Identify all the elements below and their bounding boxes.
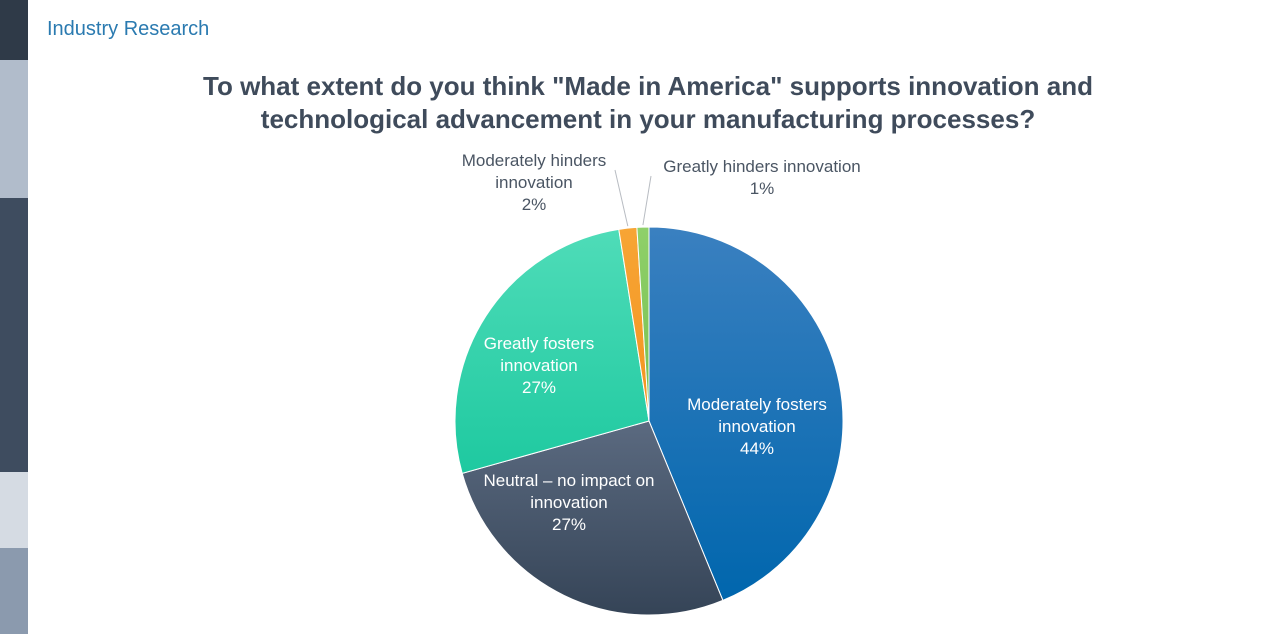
slice-label-text: Moderately fosters [687, 395, 827, 414]
slice-label-greatly-hinders: Greatly hinders innovation 1% [612, 156, 912, 200]
slice-label-text: Greatly hinders innovation [663, 157, 861, 176]
slice-label-moderately-hinders: Moderately hinders innovation 2% [384, 150, 684, 216]
section-label: Industry Research [47, 18, 210, 40]
slice-label-text: Greatly fosters [483, 334, 595, 353]
pie-slice-greatly-hinders [636, 226, 650, 422]
sidebar-accent-bar [0, 0, 28, 634]
leader-line-moderately-hinders [614, 169, 629, 227]
slice-label-text: innovation [500, 356, 578, 375]
leader-lines [614, 169, 652, 227]
slice-percent: 44% [739, 439, 775, 458]
chart-title: To what extent do you think "Made in Ame… [148, 70, 1148, 136]
slice-percent: 1% [749, 179, 775, 198]
slice-percent: 2% [521, 195, 547, 214]
pie-slice-moderately-fosters [648, 226, 844, 602]
slice-label-text: Moderately hinders [461, 151, 607, 170]
chart-title-line: To what extent do you think "Made in Ame… [203, 71, 1093, 101]
slice-label-neutral: Neutral – no impact on innovation 27% [419, 470, 719, 536]
sidebar-segment [0, 60, 28, 198]
slice-label-text: innovation [530, 493, 608, 512]
leader-line-greatly-hinders [642, 175, 652, 226]
sidebar-segment [0, 0, 28, 60]
chart-title-line: technological advancement in your manufa… [260, 104, 1036, 134]
sidebar-segment [0, 198, 28, 472]
sidebar-segment [0, 548, 28, 634]
slice-label-text: Neutral – no impact on [483, 471, 655, 490]
slice-percent: 27% [551, 515, 587, 534]
slice-label-moderately-fosters: Moderately fosters innovation 44% [607, 394, 907, 460]
sidebar-segment [0, 472, 28, 548]
pie-slice-neutral [461, 420, 724, 616]
pie-slices [454, 226, 844, 616]
slice-label-text: innovation [495, 173, 573, 192]
slice-label-text: innovation [718, 417, 796, 436]
pie-slice-greatly-fosters [454, 228, 650, 475]
slice-label-greatly-fosters: Greatly fosters innovation 27% [389, 333, 689, 399]
slice-percent: 27% [521, 378, 557, 397]
